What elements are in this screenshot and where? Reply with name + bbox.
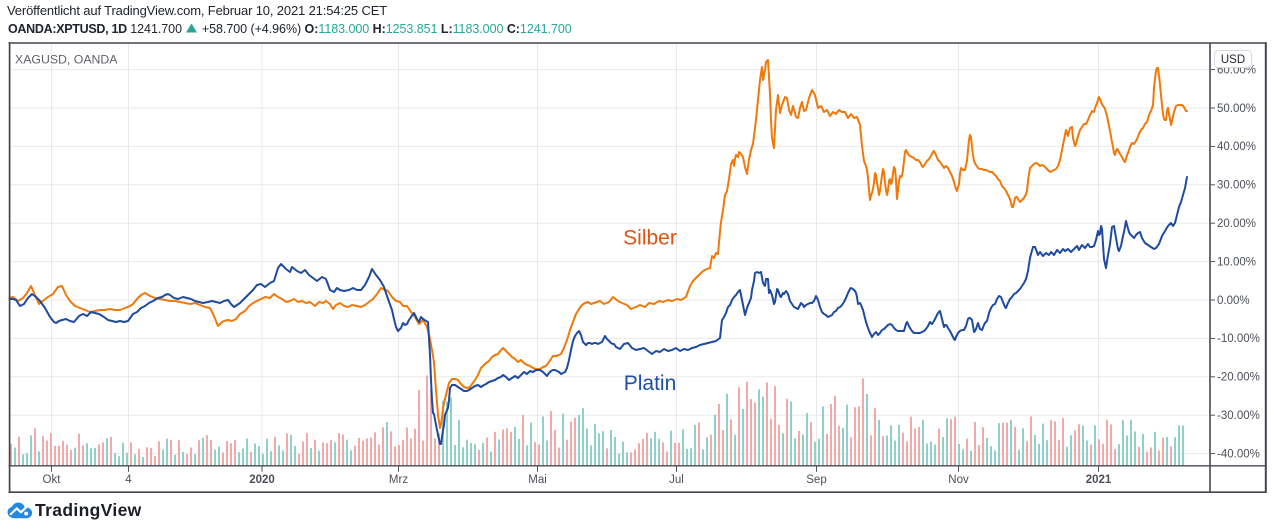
svg-text:Silber: Silber	[623, 227, 677, 250]
svg-text:20.00%: 20.00%	[1217, 218, 1256, 230]
svg-text:Jul: Jul	[669, 474, 684, 486]
svg-text:40.00%: 40.00%	[1217, 141, 1256, 153]
svg-text:0.00%: 0.00%	[1217, 295, 1250, 307]
svg-text:-20.00%: -20.00%	[1217, 372, 1260, 384]
svg-text:4: 4	[125, 474, 132, 486]
svg-text:10.00%: 10.00%	[1217, 256, 1256, 268]
svg-text:2021: 2021	[1086, 474, 1112, 486]
svg-text:USD: USD	[1221, 54, 1245, 66]
svg-text:Nov: Nov	[948, 474, 969, 486]
svg-text:2020: 2020	[249, 474, 275, 486]
svg-text:30.00%: 30.00%	[1217, 180, 1256, 192]
svg-text:Mai: Mai	[528, 474, 547, 486]
svg-text:Mrz: Mrz	[389, 474, 408, 486]
svg-text:Sep: Sep	[806, 474, 826, 486]
svg-text:Okt: Okt	[43, 474, 62, 486]
svg-text:-30.00%: -30.00%	[1217, 410, 1260, 422]
svg-text:-40.00%: -40.00%	[1217, 448, 1260, 460]
svg-text:50.00%: 50.00%	[1217, 103, 1256, 115]
svg-text:XAGUSD, OANDA: XAGUSD, OANDA	[15, 53, 118, 67]
svg-text:Platin: Platin	[624, 372, 677, 395]
svg-text:-10.00%: -10.00%	[1217, 333, 1260, 345]
